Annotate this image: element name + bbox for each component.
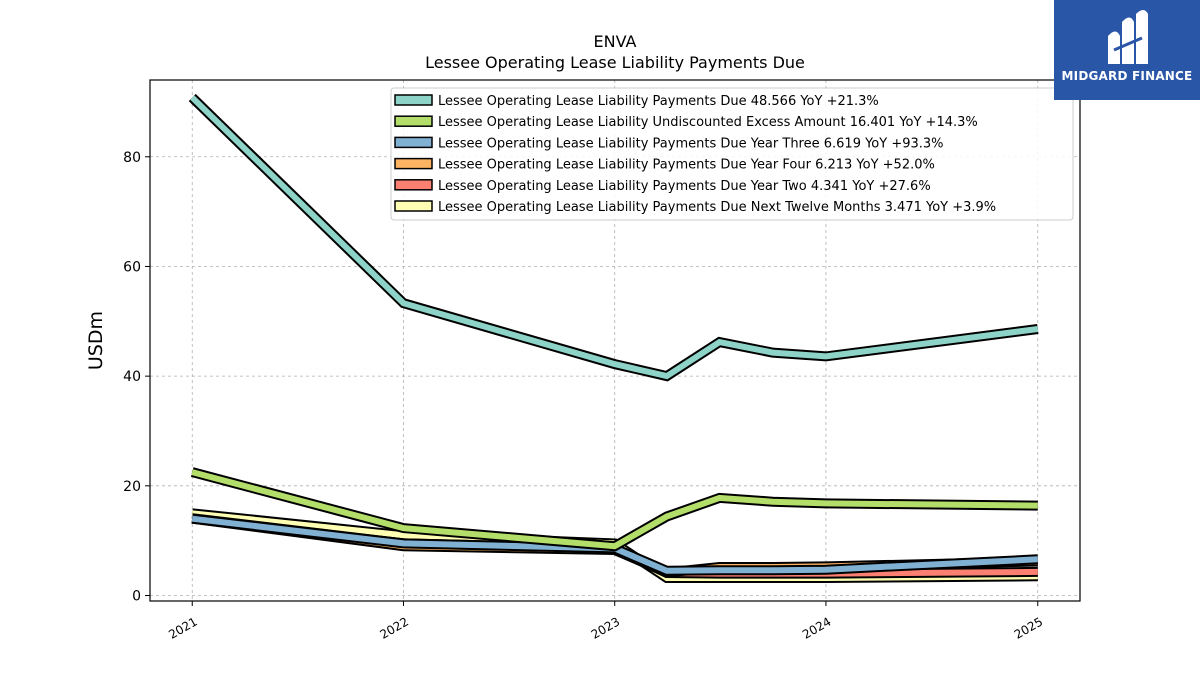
- legend-swatch: [394, 115, 433, 127]
- legend-box: [390, 87, 1074, 221]
- y-axis-label: USDm: [85, 311, 107, 370]
- plot-frame: [149, 79, 1081, 602]
- x-tick-label: 2024: [800, 614, 833, 641]
- legend-swatch: [394, 136, 433, 149]
- x-tick-label: 2022: [378, 614, 411, 641]
- series-line: [191, 515, 1038, 574]
- chart-subtitle: Lessee Operating Lease Liability Payment…: [425, 53, 805, 72]
- legend-swatch: [394, 200, 433, 212]
- chart-title: ENVA: [594, 32, 637, 51]
- x-tick-label: 2025: [1012, 614, 1045, 641]
- y-tick-label: 80: [123, 150, 141, 166]
- legend-swatch: [394, 179, 433, 191]
- legend-swatch: [394, 94, 433, 106]
- y-tick-label: 60: [123, 259, 141, 275]
- y-tick-label: 20: [123, 479, 141, 495]
- legend-label: Lessee Operating Lease Liability Payment…: [438, 94, 879, 109]
- legend-label: Lessee Operating Lease Liability Payment…: [438, 179, 931, 194]
- series-line: [190, 95, 1039, 380]
- series-line: [191, 469, 1038, 550]
- legend-label: Lessee Operating Lease Liability Undisco…: [438, 115, 978, 130]
- legend-label: Lessee Operating Lease Liability Payment…: [438, 200, 996, 215]
- x-tick-label: 2023: [589, 614, 622, 641]
- brand-logo: MIDGARD FINANCE: [1054, 0, 1200, 100]
- x-tick-label: 2021: [166, 614, 199, 641]
- brand-name: MIDGARD FINANCE: [1061, 69, 1193, 83]
- midgard-logo-icon: [1108, 10, 1148, 64]
- legend-swatch: [394, 157, 433, 170]
- y-tick-label: 0: [132, 589, 141, 605]
- y-tick-label: 40: [123, 369, 141, 385]
- legend-label: Lessee Operating Lease Liability Payment…: [438, 136, 944, 151]
- legend-label: Lessee Operating Lease Liability Payment…: [438, 158, 935, 173]
